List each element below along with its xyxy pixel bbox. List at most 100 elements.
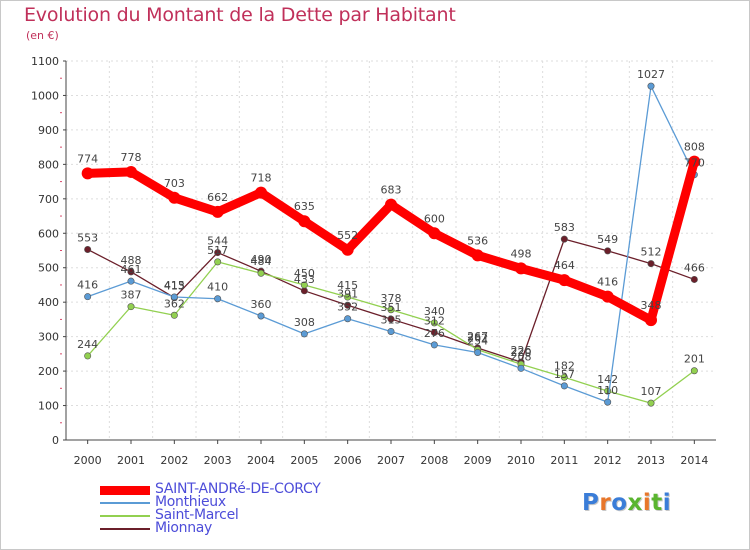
data-point	[560, 382, 568, 390]
data-label: 490	[251, 253, 272, 266]
data-point	[385, 198, 397, 211]
data-point	[430, 319, 438, 327]
data-point	[387, 327, 395, 335]
y-tick-label: 900	[38, 124, 59, 137]
data-point	[647, 399, 655, 407]
y-tick-label: 400	[38, 296, 59, 309]
data-label: 553	[77, 231, 98, 244]
data-label: 360	[251, 298, 272, 311]
data-point	[257, 269, 265, 277]
data-label: 718	[251, 172, 272, 185]
data-point	[647, 82, 655, 90]
data-label: 387	[121, 289, 142, 302]
data-point	[430, 329, 438, 337]
data-label: 348	[641, 299, 662, 312]
legend-label: Mionnay	[155, 520, 213, 536]
data-label: 683	[381, 184, 402, 197]
data-label: 244	[77, 338, 98, 351]
data-label: 276	[424, 327, 445, 340]
data-label: 549	[597, 233, 618, 246]
y-tick-label: 200	[38, 365, 59, 378]
data-label: 416	[597, 276, 618, 289]
data-point	[341, 243, 354, 256]
data-point	[517, 364, 525, 372]
x-tick-label: 2007	[377, 454, 405, 467]
data-label: 770	[684, 157, 705, 170]
data-point	[387, 315, 395, 323]
data-point	[170, 311, 178, 319]
data-point	[127, 277, 135, 285]
data-label: 466	[684, 261, 705, 274]
x-tick-label: 2004	[247, 454, 275, 467]
data-label: 308	[294, 316, 315, 329]
data-point	[257, 312, 265, 320]
data-point	[214, 295, 222, 303]
x-tick-label: 2011	[550, 454, 578, 467]
data-point	[300, 287, 308, 295]
y-tick-label: 500	[38, 262, 59, 275]
data-label: 583	[554, 221, 575, 234]
data-point	[170, 293, 178, 301]
legend-swatch	[100, 528, 150, 530]
data-label: 351	[381, 301, 402, 314]
data-point	[558, 274, 571, 287]
data-label: 208	[511, 350, 532, 363]
chart-grid	[66, 60, 716, 440]
x-tick-label: 2008	[420, 454, 448, 467]
data-point	[84, 245, 92, 253]
data-label: 362	[164, 297, 185, 310]
y-tick-label: 1100	[31, 55, 59, 68]
data-point	[604, 398, 612, 406]
data-label: 544	[207, 235, 228, 248]
legend-swatch	[100, 502, 150, 504]
data-point	[214, 258, 222, 266]
data-label: 226	[511, 344, 532, 357]
legend-swatch	[100, 515, 150, 517]
data-label: 662	[207, 191, 228, 204]
data-label: 267	[467, 330, 488, 343]
data-label: 703	[164, 177, 185, 190]
data-label: 600	[424, 212, 445, 225]
data-label: 517	[207, 244, 228, 257]
data-label: 1027	[637, 68, 665, 81]
legend-label: SAINT-ANDRé-DE-CORCY	[155, 481, 321, 497]
data-label: 340	[424, 305, 445, 318]
data-label: 391	[337, 287, 358, 300]
data-label: 157	[554, 368, 575, 381]
data-label: 498	[511, 247, 532, 260]
y-tick-label: 0	[52, 434, 59, 447]
y-tick-label: 800	[38, 158, 59, 171]
data-point	[690, 275, 698, 283]
data-label: 484	[251, 255, 272, 268]
data-point	[298, 215, 311, 228]
x-tick-label: 2014	[680, 454, 708, 467]
y-tick-label: 300	[38, 331, 59, 344]
data-point	[127, 268, 135, 276]
data-point	[344, 293, 352, 301]
data-point	[300, 330, 308, 338]
data-point	[344, 301, 352, 309]
x-tick-label: 2013	[637, 454, 665, 467]
data-label: 410	[207, 281, 228, 294]
unit-label: (en €)	[26, 29, 59, 42]
x-tick-label: 2003	[204, 454, 232, 467]
data-point	[344, 315, 352, 323]
data-point	[387, 306, 395, 314]
x-tick-label: 2012	[594, 454, 622, 467]
data-point	[688, 155, 701, 168]
x-tick-label: 2005	[290, 454, 318, 467]
data-label: 778	[121, 151, 142, 164]
data-label: 552	[337, 229, 358, 242]
data-point	[168, 191, 181, 204]
data-point	[125, 165, 137, 178]
logo-letter: t	[651, 490, 663, 516]
data-point	[645, 314, 657, 327]
data-point	[647, 260, 655, 268]
data-label: 808	[684, 141, 705, 154]
y-tick-label: 100	[38, 400, 59, 413]
data-label: 774	[77, 152, 98, 165]
data-point	[560, 235, 568, 243]
data-label: 262	[467, 332, 488, 345]
proxiti-logo: Proxiti	[582, 490, 671, 516]
